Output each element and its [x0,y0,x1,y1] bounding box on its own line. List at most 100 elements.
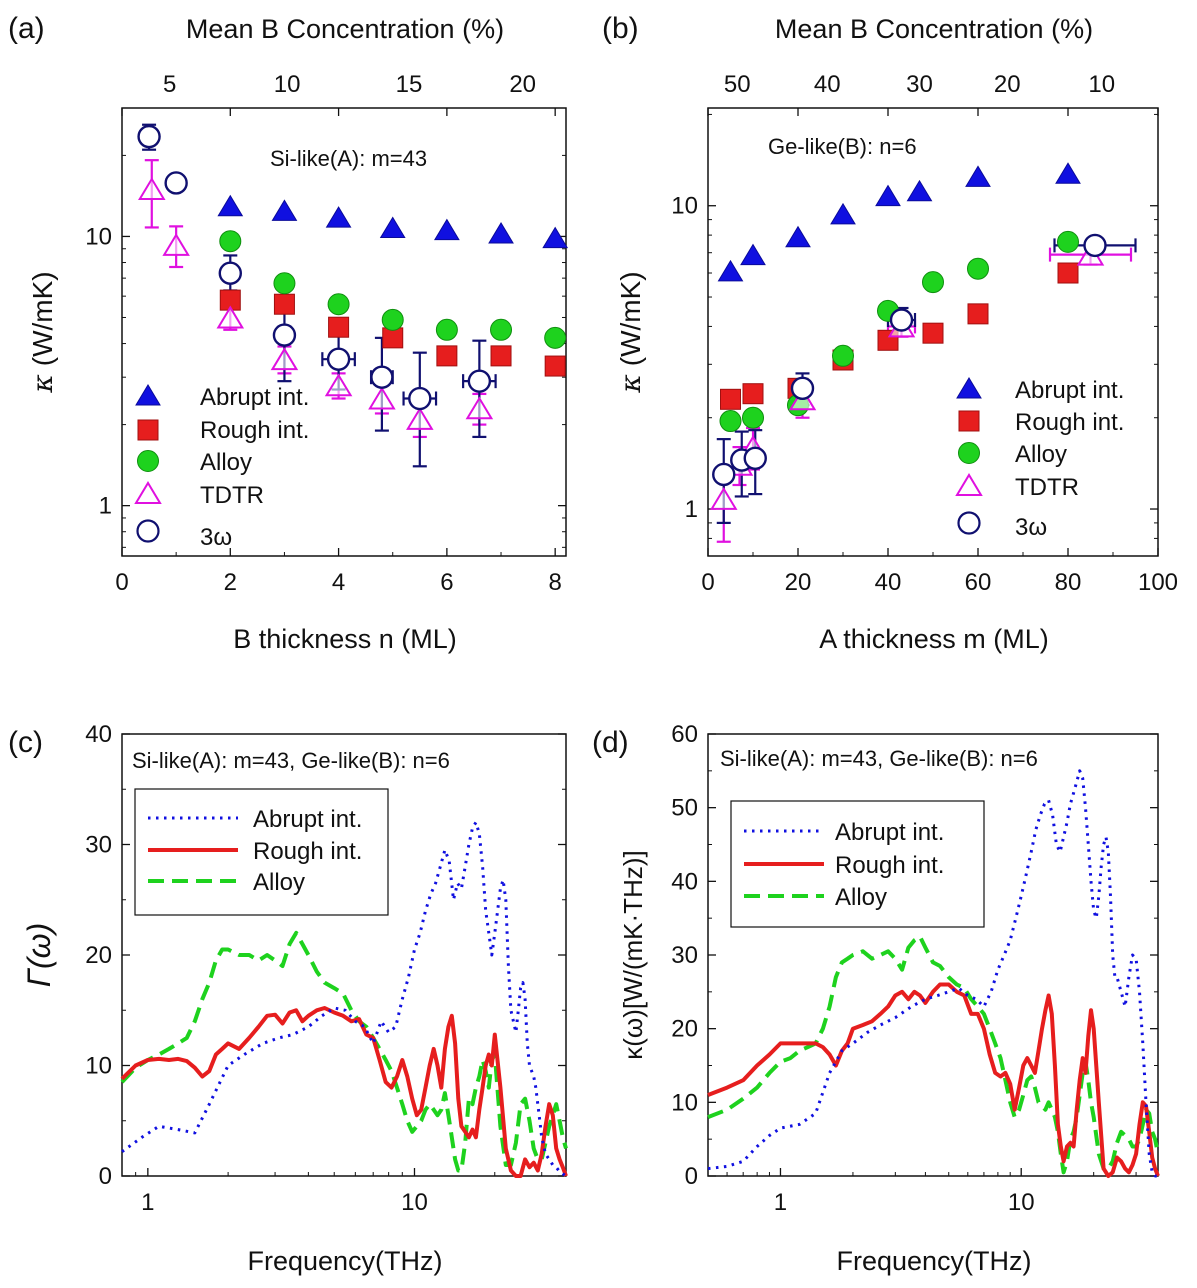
panel-c-x-label: Frequency(THz) [247,1246,442,1276]
marker-alloy [922,271,944,294]
x-tick-label: 1 [774,1189,787,1216]
marker-tdtr [162,232,190,256]
y-tick-label: 10 [671,193,698,220]
legend-a-alloy-label: Alloy [200,449,252,476]
marker-rough [967,303,989,325]
marker-3w [1083,233,1107,258]
y-tick-label: 20 [671,1016,698,1043]
marker-abrupt [1055,162,1081,184]
marker-rough [328,316,350,338]
top-tick-label: 30 [906,71,933,98]
x-tick-label: 6 [440,569,453,596]
legend-a-rough-marker [137,419,159,441]
marker-3w [790,376,815,401]
marker-abrupt [785,225,811,248]
x-tick-label: 1 [141,1189,154,1216]
panel-b-top-axis-title: Mean B Concentration (%) [775,14,1093,44]
marker-abrupt [965,165,991,187]
y-tick-label: 40 [85,721,112,748]
legend-b-tdtr-marker [955,473,983,496]
marker-tdtr [465,396,494,420]
y-tick-label: 60 [671,721,698,748]
y-tick-label: 1 [685,496,698,523]
marker-alloy [1057,230,1079,253]
y-tick-label: 20 [85,942,112,969]
marker-abrupt [488,222,514,244]
legend-a-rough-label: Rough int. [200,417,309,444]
y-tick-label: 30 [671,942,698,969]
marker-abrupt [906,179,933,202]
marker-rough [490,345,512,367]
legend-a-3w-label: 3ω [200,524,232,551]
panel-a-plot-frame [121,107,567,557]
marker-alloy [490,318,513,341]
marker-tdtr [216,305,245,329]
marker-tdtr [368,386,396,410]
x-tick-label: 40 [875,569,902,596]
legend-b-3w-label: 3ω [1015,514,1047,541]
marker-alloy [832,344,854,367]
marker-tdtr [709,486,738,510]
marker-rough [544,355,566,377]
series-rough-line [707,982,1160,1178]
panel-c-label: (c) [8,726,43,759]
top-tick-label: 5 [163,71,176,98]
panel-b-y-label: κ (W/mK) [614,271,647,393]
legend-c-rough-label: Rough int. [253,838,362,865]
marker-rough [922,322,944,344]
marker-rough [436,345,458,367]
top-tick-label: 20 [994,71,1021,98]
marker-rough [720,388,741,410]
marker-3w [743,446,767,470]
marker-3w [326,347,351,371]
panel-d-label: (d) [592,726,629,759]
panel-a-x-label: B thickness n (ML) [233,624,457,654]
panel-d-legend: Abrupt int. Rough int. Alloy [730,800,985,928]
legend-c-abrupt-label: Abrupt int. [253,806,362,833]
legend-d-rough-label: Rough int. [835,852,944,879]
legend-a-tdtr-marker [134,481,162,504]
panel-a-legend: Abrupt int. Rough int. Alloy TDTR 3ω [134,384,309,551]
marker-abrupt [433,218,460,241]
top-tick-label: 15 [396,71,423,98]
series-abrupt-line [121,820,567,1178]
top-tick-label: 10 [274,71,301,98]
panel-d-annotation: Si-like(A): m=43, Ge-like(B): n=6 [720,746,1038,771]
legend-b-abrupt-marker [956,377,982,399]
marker-3w [408,386,432,411]
series-rough-line [120,1006,568,1178]
x-tick-label: 20 [785,569,812,596]
panel-b-annotation: Ge-like(B): n=6 [768,134,917,159]
marker-alloy [435,318,458,341]
x-tick-label: 2 [224,569,237,596]
legend-a-3w-marker [136,519,160,543]
marker-3w [272,323,297,347]
marker-alloy [719,410,742,433]
top-tick-label: 20 [509,71,536,98]
y-tick-label: 30 [85,832,112,859]
panel-a: (a) Mean B Concentration (%) 0 2 4 6 8 1 10 5 10… [8,12,569,654]
panel-c-legend: Abrupt int. Rough int. Alloy [134,788,389,916]
legend-b-tdtr-label: TDTR [1015,474,1079,501]
marker-abrupt [271,199,298,221]
x-tick-label: 0 [701,569,714,596]
marker-abrupt [830,202,856,225]
y-tick-label: 10 [85,223,112,250]
top-tick-label: 40 [814,71,841,98]
panel-b-y-unit: (W/mK) [615,271,646,366]
legend-a-tdtr-label: TDTR [200,482,264,509]
legend-d-alloy-label: Alloy [835,884,887,911]
marker-rough [742,383,764,405]
panel-c-y-label: Γ(ω) [21,923,57,987]
panel-a-y-label: κ (W/mK) [26,271,59,393]
legend-a-alloy-marker [137,450,159,472]
x-tick-label: 10 [401,1189,428,1216]
svg-text:κ(W/mK): κ (W/mK) [614,271,647,393]
legend-b-3w-marker [957,511,981,535]
y-tick-label: 40 [671,868,698,895]
panel-b-label: (b) [602,12,639,45]
y-tick-label: 0 [685,1163,698,1190]
panel-b-x-label: A thickness m (ML) [819,624,1049,654]
marker-abrupt [875,184,901,207]
